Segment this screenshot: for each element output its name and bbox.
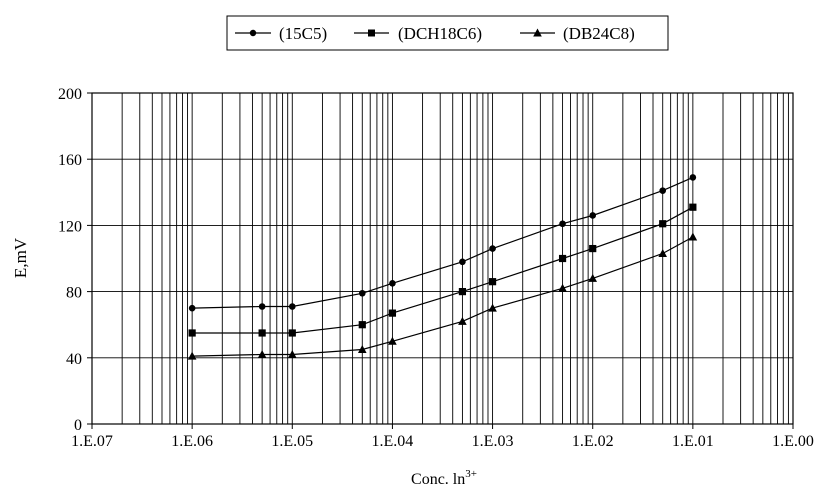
x-tick-label: 1.E.05 xyxy=(271,433,313,450)
data-point-square xyxy=(358,321,366,329)
legend-item-dch18c6: (DCH18C6) xyxy=(354,24,482,43)
data-point-triangle xyxy=(458,316,467,325)
data-point-square xyxy=(288,329,296,337)
data-point-square xyxy=(558,254,567,263)
legend-item-db24c8: (DB24C8) xyxy=(520,24,635,43)
legend: (15C5) (DCH18C6) (DB24C8) xyxy=(226,15,669,51)
series-line xyxy=(192,236,694,357)
legend-marker-square xyxy=(368,29,375,37)
x-axis-label: Conc. ln3+ xyxy=(411,468,477,488)
legend-label-dch18c6: (DCH18C6) xyxy=(398,24,482,43)
data-point-triangle xyxy=(187,351,197,360)
series-line xyxy=(192,176,694,309)
series-triangle xyxy=(187,232,698,360)
x-axis-label-text: Conc. ln xyxy=(411,471,465,488)
x-tick-label: 1.E.00 xyxy=(772,433,814,450)
data-point-square xyxy=(689,203,697,211)
data-point-triangle xyxy=(488,303,497,312)
legend-label-15c5: (15C5) xyxy=(279,24,327,43)
y-tick-label: 0 xyxy=(74,417,82,434)
data-point-triangle xyxy=(257,349,267,358)
x-axis-label-superscript: 3+ xyxy=(465,468,477,480)
data-point-circle xyxy=(258,303,266,310)
data-point-circle xyxy=(389,280,396,287)
legend-item-15c5: (15C5) xyxy=(235,24,327,43)
x-tick-label: 1.E.07 xyxy=(71,433,113,450)
x-tick-label: 1.E.01 xyxy=(672,433,714,450)
data-point-triangle xyxy=(588,273,598,282)
data-point-triangle xyxy=(357,345,367,354)
legend-label-db24c8: (DB24C8) xyxy=(563,24,635,43)
data-series xyxy=(187,174,698,360)
data-point-square xyxy=(258,329,266,337)
x-tick-label: 1.E.02 xyxy=(572,433,614,450)
data-point-circle xyxy=(689,174,697,181)
plot-frame xyxy=(91,92,794,425)
y-tick-label: 80 xyxy=(66,285,82,302)
data-point-circle xyxy=(188,304,196,312)
data-point-triangle xyxy=(388,336,397,345)
y-tick-label: 200 xyxy=(58,86,82,103)
data-point-circle xyxy=(358,289,366,297)
series-circle xyxy=(188,174,697,312)
data-point-circle xyxy=(288,303,296,310)
data-point-square xyxy=(488,278,497,286)
x-tick-label: 1.E.03 xyxy=(472,433,514,450)
x-tick-label: 1.E.04 xyxy=(372,433,414,450)
data-point-square xyxy=(458,288,467,296)
y-tick-label: 120 xyxy=(58,218,82,235)
legend-marker-triangle xyxy=(533,28,542,37)
legend-marker-circle xyxy=(249,29,257,37)
data-point-circle xyxy=(459,258,466,266)
data-point-square xyxy=(388,309,397,317)
data-point-triangle xyxy=(658,249,668,258)
legend-box xyxy=(226,15,669,51)
data-point-square xyxy=(589,244,597,253)
data-point-circle xyxy=(589,212,597,219)
y-axis-label: E,mV xyxy=(11,237,30,278)
data-point-circle xyxy=(659,187,667,194)
y-tick-label: 40 xyxy=(66,351,82,368)
y-tick-label: 160 xyxy=(58,152,82,169)
data-point-triangle xyxy=(287,349,297,358)
series-square xyxy=(188,203,697,337)
data-point-square xyxy=(659,220,667,228)
x-tick-label: 1.E.06 xyxy=(171,433,213,450)
axis-ticks: 1.E.07 1.E.06 1.E.05 1.E.04 1.E.03 1.E.02 1.E.… xyxy=(58,86,814,450)
data-point-circle xyxy=(559,220,566,228)
data-point-square xyxy=(188,329,196,337)
grid-lines xyxy=(91,92,794,425)
data-point-triangle xyxy=(688,232,698,241)
data-point-triangle xyxy=(558,283,567,292)
data-point-circle xyxy=(489,245,496,252)
